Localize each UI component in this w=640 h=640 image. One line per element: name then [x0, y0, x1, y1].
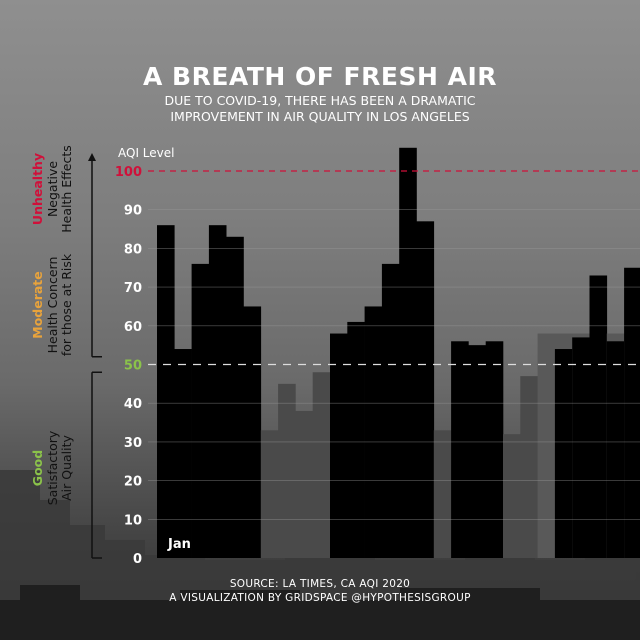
y-tick-label: 100	[115, 165, 142, 180]
gridline-group	[148, 170, 640, 520]
bar-series-1	[451, 341, 469, 558]
bar-series-1	[243, 306, 262, 558]
bar-series-1	[416, 221, 435, 558]
good-desc-line1: Satisfactory	[45, 430, 60, 505]
bar-series-1	[174, 349, 192, 558]
bar-series-2	[312, 372, 331, 558]
y-axis-arrowhead	[88, 153, 96, 161]
bar-series-2	[503, 434, 521, 558]
moderate-label: Moderate	[30, 271, 45, 339]
bar-series-2	[520, 376, 538, 558]
y-tick-label: 30	[124, 436, 142, 451]
y-tick-label: 60	[124, 320, 142, 335]
bar-series-1	[347, 321, 365, 558]
y-tick-label: 0	[133, 552, 142, 567]
moderate-desc-line1: Health Concern	[45, 257, 60, 354]
moderate-category: Moderate Health Concern for those at Risk	[30, 253, 74, 356]
bar-series-1	[606, 341, 625, 558]
y-tick-label: 50	[124, 359, 142, 374]
bar-series-2	[433, 430, 452, 558]
chart-subtitle-line2: IMPROVEMENT IN AIR QUALITY IN LOS ANGELE…	[170, 109, 470, 124]
bar-series-1	[364, 306, 383, 558]
bar-series-1	[589, 275, 608, 558]
unhealthy-desc-line1: Negative	[45, 161, 60, 217]
bar-series-1	[399, 147, 417, 558]
unhealthy-desc-line2: Health Effects	[59, 145, 74, 233]
chart-title: A BREATH OF FRESH AIR	[143, 62, 497, 91]
y-tick-label: 20	[124, 475, 142, 490]
source-credit: SOURCE: LA TIMES, CA AQI 2020	[229, 578, 411, 590]
visualization-credit: A VISUALIZATION BY GRIDSPACE @HYPOTHESIS…	[169, 592, 471, 604]
moderate-desc-line2: for those at Risk	[59, 253, 74, 356]
bar-series-2	[260, 430, 279, 558]
good-category: Good Satisfactory Air Quality	[30, 430, 74, 505]
bar-series-2	[278, 383, 296, 558]
good-desc-line2: Air Quality	[59, 435, 74, 501]
month-label: Jan	[167, 537, 191, 552]
bar-series-2	[537, 333, 556, 558]
y-tick-label: 90	[124, 204, 142, 219]
bar-series-1	[157, 225, 175, 558]
bar-series-1	[572, 337, 590, 558]
bar-series-1	[208, 225, 227, 558]
unhealthy-category: Unhealthy Negative Health Effects	[30, 145, 74, 233]
bar-series-1	[330, 333, 348, 558]
bar-series-1	[624, 267, 640, 558]
bar-series-1	[226, 236, 244, 559]
chart-subtitle-line1: DUE TO COVID-19, THERE HAS BEEN A DRAMAT…	[164, 93, 476, 108]
bar-group	[157, 147, 640, 559]
bar-series-1	[468, 345, 486, 558]
bar-series-1	[381, 263, 400, 558]
y-axis-label: AQI Level	[118, 146, 174, 160]
y-tick-label: 10	[124, 513, 142, 528]
y-tick-group: 0 10 20 30 40 50 60 70 80 90 100 AQI Level Jan	[115, 146, 191, 567]
unhealthy-label: Unhealthy	[30, 153, 45, 225]
bar-series-1	[485, 341, 504, 558]
y-tick-label: 80	[124, 242, 142, 257]
bar-series-1	[191, 263, 210, 558]
bar-series-2	[295, 410, 313, 558]
bar-series-1	[554, 349, 573, 558]
y-tick-label: 40	[124, 397, 142, 412]
y-tick-label: 70	[124, 281, 142, 296]
good-label: Good	[30, 450, 45, 486]
